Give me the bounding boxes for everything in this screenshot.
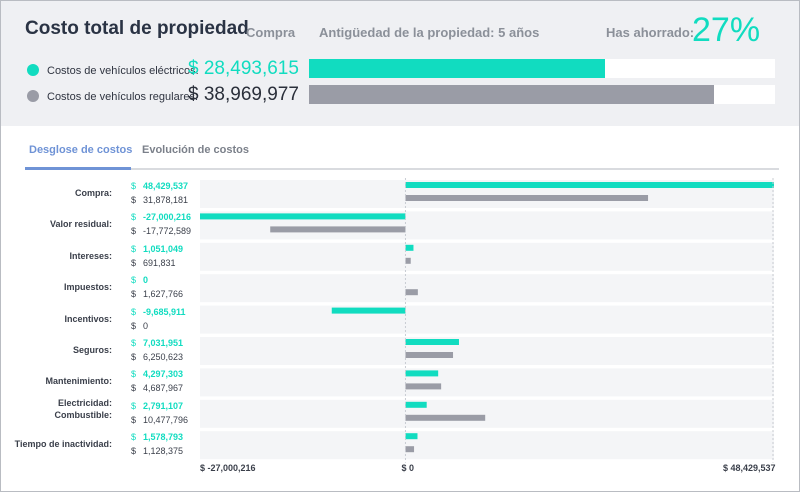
electric-value-label: -27,000,216	[143, 212, 192, 223]
electric-legend-label: Costos de vehículos eléctricos:	[47, 65, 199, 77]
category-label: Valor residual:	[49, 219, 112, 230]
category-label: Combustible:	[54, 409, 113, 420]
regular-currency-symbol: $	[131, 320, 137, 331]
electric-value-label: 4,297,303	[143, 369, 184, 380]
regular-currency-symbol: $	[131, 257, 137, 268]
tab-evolucion[interactable]: Evolución de costos	[142, 144, 249, 156]
regular-value-label: 4,687,967	[143, 383, 184, 394]
axis-tick-max: $ 48,429,537	[723, 463, 776, 473]
electric-total-track	[309, 59, 775, 78]
savings-label: Has ahorrado:	[606, 25, 695, 40]
regular-total-track	[309, 85, 775, 104]
regular-value-label: 0	[143, 320, 149, 331]
regular-total-value: $ 38,969,977	[188, 84, 299, 105]
electric-value-label: 48,429,537	[143, 181, 189, 191]
electric-currency-symbol: $	[131, 432, 137, 443]
electric-currency-symbol: $	[131, 306, 137, 317]
regular-currency-symbol: $	[131, 226, 137, 237]
electric-value-label: 7,031,951	[143, 338, 184, 348]
regular-currency-symbol: $	[131, 414, 137, 425]
electric-value-label: 1,051,049	[143, 243, 184, 254]
electric-value-label: 1,578,793	[143, 432, 184, 443]
axis-tick-zero: $ 0	[401, 463, 414, 473]
regular-value-label: 1,627,766	[143, 289, 184, 300]
electric-currency-symbol: $	[131, 243, 137, 254]
active-tab-indicator	[25, 167, 131, 170]
electric-currency-symbol: $	[131, 338, 137, 348]
savings-value: 27%	[692, 11, 761, 49]
regular-legend-dot	[27, 90, 39, 102]
regular-value-label: 6,250,623	[143, 352, 184, 362]
regular-currency-symbol: $	[131, 289, 137, 300]
regular-currency-symbol: $	[131, 352, 137, 362]
category-label: Seguros:	[72, 345, 112, 355]
electric-total-value: $ 28,493,615	[188, 58, 299, 79]
tab-bar: Desglose de costos Evolución de costos	[1, 126, 799, 176]
category-label: Compra:	[74, 188, 112, 198]
electric-currency-symbol: $	[131, 212, 137, 223]
electric-value-label: -9,685,911	[143, 306, 186, 317]
regular-currency-symbol: $	[131, 195, 137, 205]
tab-desglose[interactable]: Desglose de costos	[29, 144, 133, 156]
regular-legend-label: Costos de vehículos regulares:	[47, 91, 199, 103]
regular-currency-symbol: $	[131, 383, 137, 394]
tab-divider	[25, 168, 779, 170]
electric-currency-symbol: $	[131, 400, 137, 411]
electric-currency-symbol: $	[131, 275, 137, 286]
regular-value-label: 1,128,375	[143, 446, 184, 457]
page-title: Costo total de propiedad	[25, 18, 249, 39]
category-label: Mantenimiento:	[45, 376, 113, 387]
electric-value-label: 0	[143, 275, 149, 286]
category-label: Incentivos:	[64, 313, 112, 324]
electric-value-label: 2,791,107	[143, 400, 184, 411]
electric-total-bar	[309, 59, 606, 78]
electric-legend-dot	[27, 64, 39, 76]
category-label: Electricidad:	[57, 397, 112, 408]
regular-value-label: 31,878,181	[143, 195, 189, 205]
header-panel: Costo total de propiedad Compra Antigüed…	[1, 1, 799, 126]
electric-currency-symbol: $	[131, 369, 137, 380]
ownership-mode: Compra	[246, 25, 296, 40]
category-label: Tiempo de inactividad:	[14, 439, 112, 450]
axis-tick-min: $ -27,000,216	[200, 463, 256, 473]
regular-currency-symbol: $	[131, 446, 137, 457]
regular-value-label: 10,477,796	[143, 414, 189, 425]
category-label: Impuestos:	[63, 282, 112, 293]
property-age: Antigüedad de la propiedad: 5 años	[319, 25, 540, 40]
regular-value-label: -17,772,589	[143, 226, 192, 237]
category-label: Intereses:	[69, 250, 112, 261]
regular-value-label: 691,831	[143, 257, 176, 268]
regular-total-bar	[309, 85, 715, 104]
electric-currency-symbol: $	[131, 181, 137, 191]
